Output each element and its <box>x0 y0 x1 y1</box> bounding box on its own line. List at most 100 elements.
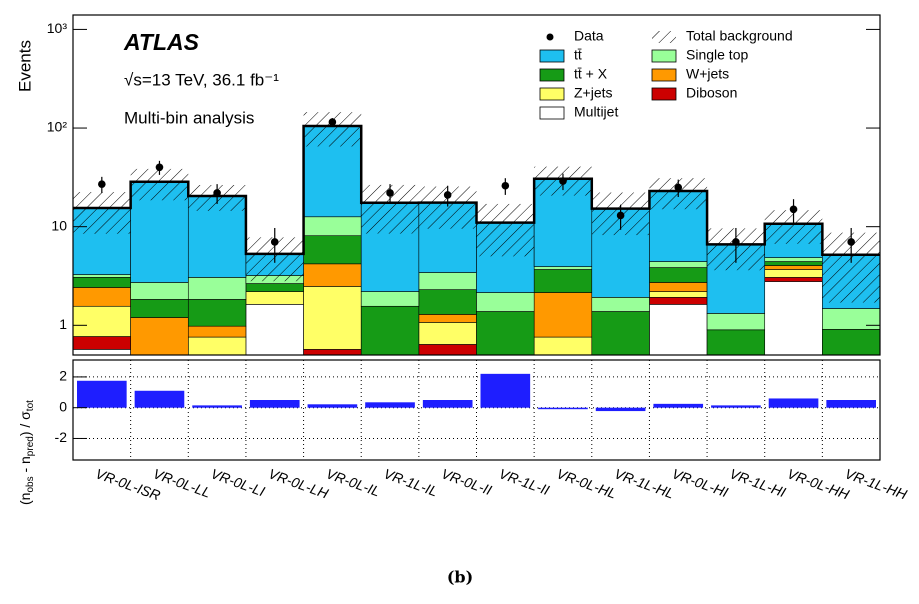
stack-segment <box>73 305 131 337</box>
uncertainty-band <box>73 191 131 234</box>
legend-label: Multijet <box>574 104 618 120</box>
stack-segment <box>822 308 880 330</box>
pull-bar <box>595 407 646 412</box>
legend-label: Single top <box>686 47 748 63</box>
stack-segment <box>649 267 708 283</box>
data-point <box>443 191 452 199</box>
pull-bar <box>480 373 531 408</box>
stack-segment <box>591 311 650 355</box>
pull-bar <box>768 398 819 408</box>
stack-segment <box>764 261 823 266</box>
stack-segment <box>533 292 593 338</box>
stack-segment <box>649 291 708 298</box>
stack-segment <box>764 277 823 282</box>
legend-swatch <box>651 87 677 101</box>
stack-segment <box>130 282 189 300</box>
stack-segment <box>130 317 189 355</box>
legend-label: Data <box>574 28 604 44</box>
stack-segment <box>245 283 304 292</box>
pull-bar <box>307 404 358 408</box>
stack-segment <box>73 277 131 288</box>
caption: (b) <box>447 568 473 587</box>
ratio-frame <box>72 359 881 461</box>
data-point <box>213 189 221 197</box>
pull-bar <box>134 390 185 408</box>
stack-segment <box>303 235 362 265</box>
data-point <box>328 118 337 126</box>
legend-label: tt̄ + X <box>574 66 608 82</box>
stack-segment <box>418 322 477 345</box>
data-point <box>501 181 510 190</box>
y-tick-label: -2 <box>55 429 68 445</box>
stack-segment <box>649 297 708 305</box>
analysis-label: Multi-bin analysis <box>124 108 254 127</box>
pull-bar <box>77 380 127 408</box>
legend-swatch <box>652 31 676 43</box>
legend-swatch <box>539 106 565 120</box>
uncertainty-band <box>303 112 362 147</box>
stack-segment <box>187 325 247 338</box>
ratio-y-label-part: ) / σ <box>17 411 33 436</box>
legend-label: tt̄ <box>574 47 582 63</box>
stack-segment <box>476 292 535 312</box>
stack-segment <box>706 313 766 331</box>
stack-segment <box>418 314 477 323</box>
data-point <box>674 183 683 192</box>
data-point <box>98 180 106 188</box>
pull-bar <box>192 405 242 408</box>
stack-segment <box>591 297 650 312</box>
ratio-y-label-part: pred <box>25 436 36 456</box>
stack-segment <box>649 282 708 292</box>
stack-segment <box>73 336 131 350</box>
legend-swatch <box>651 68 677 82</box>
stack-segment <box>533 266 593 270</box>
main-plot <box>73 112 880 355</box>
stack-segment <box>303 216 362 237</box>
legend-label: W+jets <box>686 66 729 82</box>
data-point <box>386 189 394 197</box>
pull-bar <box>538 407 588 410</box>
pull-bar <box>249 400 300 408</box>
y-tick-label: 1 <box>59 316 67 332</box>
data-point <box>732 238 740 246</box>
stack-segment <box>187 299 247 327</box>
stack-segment <box>360 305 420 355</box>
ratio-y-label-part: - n <box>17 456 33 476</box>
stack-segment <box>73 287 131 307</box>
stack-segment <box>187 277 247 300</box>
stack-segment <box>130 299 189 318</box>
y-axis-label: Events <box>15 40 34 92</box>
data-point <box>155 163 164 172</box>
stack-segment <box>476 311 535 355</box>
pull-bar <box>711 405 761 408</box>
stack-segment <box>418 289 477 315</box>
stack-segment <box>649 261 708 268</box>
pull-bar <box>422 400 473 408</box>
y-tick-label: 2 <box>59 368 67 384</box>
stack-segment <box>764 265 823 270</box>
legend-swatch <box>539 49 565 63</box>
y-tick-label: 10 <box>51 217 67 233</box>
pull-bar <box>653 403 704 408</box>
ratio-y-label-part: (n <box>17 493 33 505</box>
legend-swatch <box>651 49 677 63</box>
data-point <box>559 177 567 185</box>
legend-label: Z+jets <box>574 85 613 101</box>
stack-segment <box>303 286 362 350</box>
ratio-y-label-part: obs <box>25 476 36 492</box>
stack-segment <box>245 291 304 305</box>
data-point <box>847 238 855 246</box>
uncertainty-band <box>476 203 535 257</box>
atlas-label: ATLAS <box>123 29 200 55</box>
data-point <box>789 205 798 214</box>
legend-label: Total background <box>686 28 793 44</box>
pull-bar <box>365 402 415 408</box>
ratio-y-label-part: tot <box>25 400 36 411</box>
stack-segment <box>764 269 823 278</box>
y-tick-label: 0 <box>59 398 67 414</box>
legend-swatch <box>539 68 565 82</box>
stack-segment <box>245 304 304 355</box>
stack-segment <box>418 272 477 290</box>
legend-label: Diboson <box>686 85 737 101</box>
energy-lumi-label: √s=13 TeV, 36.1 fb⁻¹ <box>124 70 279 89</box>
